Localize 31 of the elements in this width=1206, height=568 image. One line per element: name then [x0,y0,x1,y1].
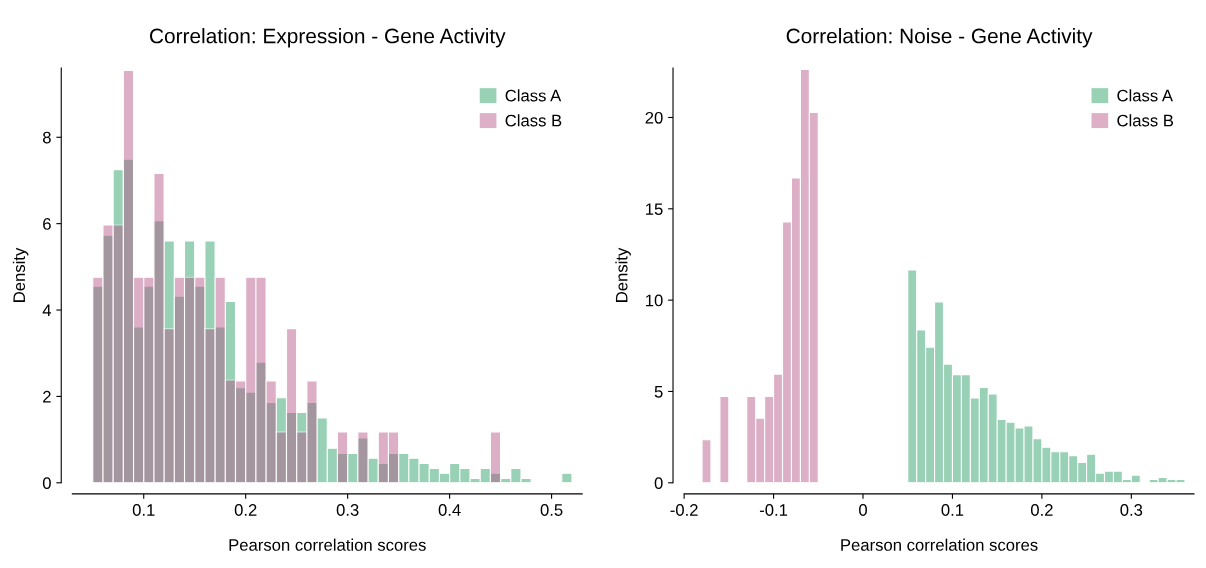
x-axis-title: Pearson correlation scores [229,538,426,551]
y-axis-title: Density [615,247,631,302]
legend-label: Class B [1117,114,1174,127]
x-tick-label: 0.3 [336,504,359,516]
x-tick-label: 0.4 [438,504,461,516]
x-tick-label: -0.1 [759,504,788,516]
y-tick-label: 20 [645,111,663,124]
legend-label: Class B [505,114,562,127]
x-tick-label: 0.1 [941,504,964,516]
y-tick-label: 0 [42,477,51,489]
x-tick-label: 0.3 [1120,504,1143,516]
y-tick-label: 2 [43,390,51,403]
y-tick-label: 0 [654,477,663,489]
y-tick-label: 6 [43,218,51,230]
y-tick-label: 4 [42,304,52,317]
legend-label: Class A [1117,89,1173,102]
y-tick-label: 8 [42,131,51,144]
legend-label: Class A [505,89,562,102]
y-axis-title: Density [12,247,29,302]
x-tick-label: 0.2 [234,504,257,516]
y-tick-label: 10 [646,294,663,307]
y-tick-label: 5 [654,386,663,398]
chart-title: Correlation: Expression - Gene Activity [150,28,506,48]
chart-title: Correlation: Noise - Gene Activity [786,28,1093,48]
x-axis-title: Pearson correlation scores [841,538,1038,551]
x-tick-label: 0.5 [540,504,563,516]
y-tick-label: 15 [646,203,663,216]
x-tick-label: 0.2 [1030,504,1053,516]
x-tick-label: 0.1 [132,504,155,516]
x-tick-label: 0 [859,504,867,516]
x-tick-label: -0.2 [670,504,698,516]
